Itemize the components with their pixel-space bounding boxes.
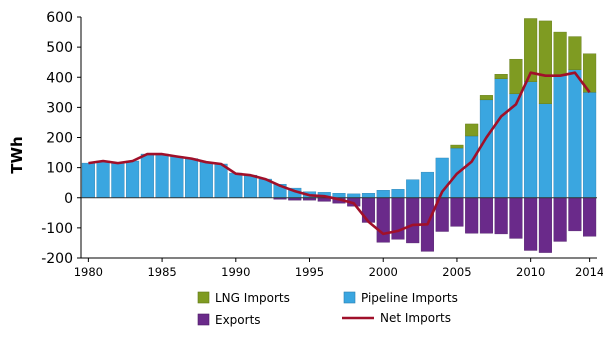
bar-pipeline-imports [583,92,597,198]
legend-label: Net Imports [380,311,451,325]
legend-swatch [197,313,210,326]
bar-exports [376,197,390,243]
bar-exports [361,197,376,223]
legend-label: Pipeline Imports [361,291,458,305]
bar-exports [538,197,552,253]
bar-pipeline-imports [479,99,493,198]
bar-lng-imports [479,95,493,101]
bar-pipeline-imports [420,171,434,198]
y-axis-label: TWh [8,136,26,173]
y-tick-label: 0 [64,191,73,207]
x-tick-label: 1995 [295,265,324,279]
x-tick-label: 2000 [369,265,398,279]
bar-lng-imports [450,144,464,149]
y-tick-label: 200 [46,131,73,147]
y-tick-label: 300 [46,100,73,116]
bar-pipeline-imports [538,103,552,198]
bar-pipeline-imports [244,174,258,198]
bar-pipeline-imports [391,189,405,198]
bar-pipeline-imports [568,69,582,198]
bar-pipeline-imports [361,193,376,198]
bar-exports [553,197,567,242]
legend-item: LNG Imports [197,291,290,305]
bar-exports [465,197,479,234]
legend-item: Pipeline Imports [343,291,458,305]
bars-layer [81,18,597,253]
legend-item: Exports [197,313,261,327]
bar-pipeline-imports [376,190,390,198]
bar-exports [450,197,464,227]
bar-pipeline-imports [170,156,184,198]
legend-swatch [197,291,210,304]
bar-lng-imports [553,31,567,76]
x-tick-label: 1980 [74,265,103,279]
bar-lng-imports [465,123,479,137]
y-tick-label: 600 [46,10,73,26]
bar-pipeline-imports [553,75,567,198]
bar-exports [406,197,420,244]
x-tick-label: 2010 [516,265,545,279]
bar-exports [479,197,493,234]
x-tick-label: 2005 [442,265,471,279]
bar-exports [494,197,508,235]
bar-pipeline-imports [96,160,110,198]
bar-pipeline-imports [155,153,169,198]
bar-lng-imports [524,18,538,82]
y-tick-label: -200 [41,251,73,267]
bar-lng-imports [509,58,523,95]
bar-pipeline-imports [81,162,95,198]
axes: -200 -100 0 100 200 300 400 500 600 1980 1985 1990 1… [41,10,603,279]
bar-exports [568,197,582,232]
bar-pipeline-imports [214,163,228,198]
bar-pipeline-imports [406,179,420,198]
net-imports-layer [88,71,591,236]
bar-lng-imports [583,53,597,93]
bar-pipeline-imports [347,193,361,198]
bar-pipeline-imports [126,160,140,198]
line-net-imports [88,71,591,236]
bar-pipeline-imports [524,81,538,198]
bar-exports [509,197,523,239]
bar-pipeline-imports [199,162,213,198]
bar-pipeline-imports [140,153,154,198]
x-tick-label: 2014 [575,265,603,279]
legend-label: Exports [215,313,261,327]
bar-pipeline-imports [111,162,125,198]
bar-lng-imports [568,36,582,70]
legend-label: LNG Imports [215,291,290,305]
legend-swatch [343,291,356,304]
legend-item: Net Imports [342,311,451,325]
legend: LNG Imports Pipeline Imports Exports Net Im… [197,291,458,327]
bar-pipeline-imports [494,78,508,198]
bar-lng-imports [494,74,508,79]
bar-exports [583,197,597,237]
bar-exports [524,197,538,251]
x-tick-label: 1985 [147,265,176,279]
y-tick-label: -100 [41,221,73,237]
y-tick-label: 100 [46,161,73,177]
bar-pipeline-imports [229,172,243,198]
bar-lng-imports [538,20,552,104]
bar-pipeline-imports [185,158,199,198]
x-tick-label: 1990 [221,265,250,279]
y-tick-label: 500 [46,40,73,56]
y-tick-label: 400 [46,70,73,86]
